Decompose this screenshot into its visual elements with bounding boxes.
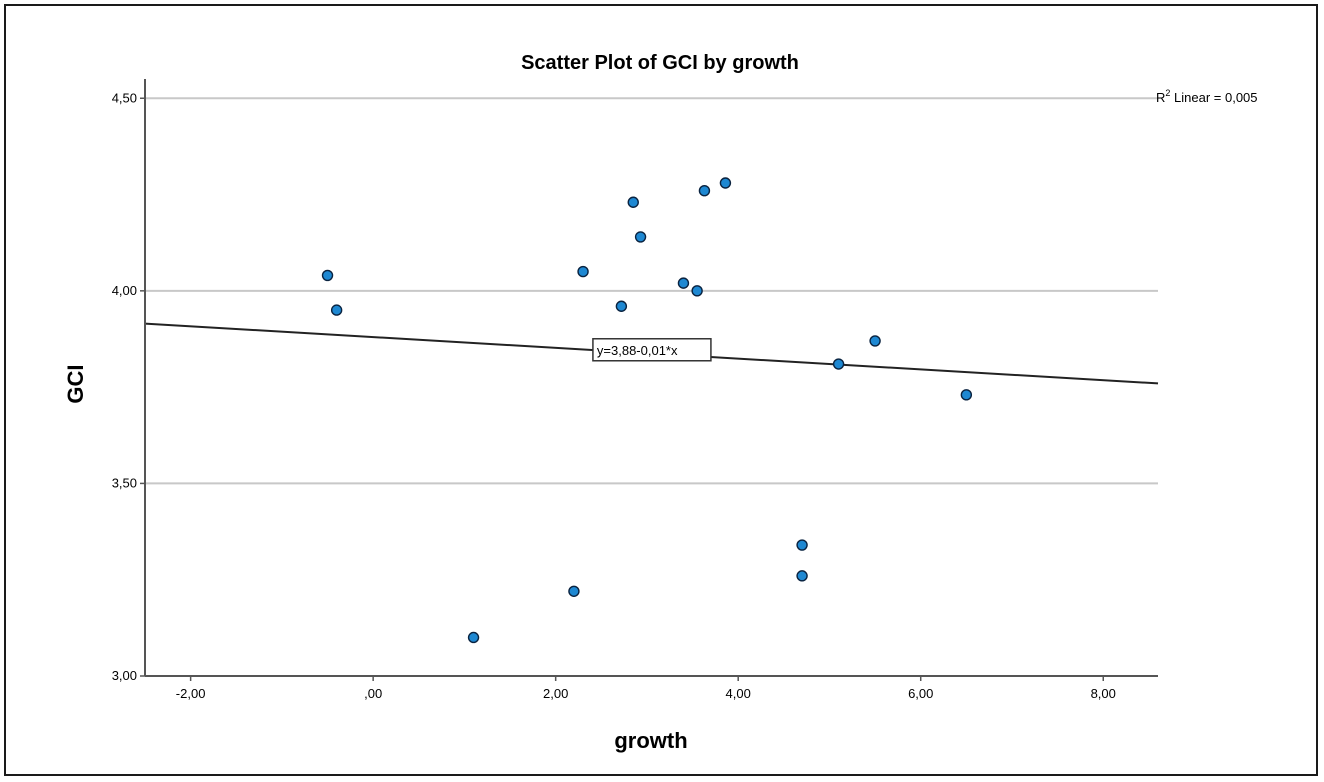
fit-equation-label: y=3,88-0,01*x <box>597 343 678 358</box>
data-point <box>869 335 881 347</box>
point-layer <box>321 177 973 644</box>
x-tick-label: ,00 <box>364 686 382 701</box>
data-point <box>615 300 628 312</box>
fit-equation-box: y=3,88-0,01*x <box>592 338 712 362</box>
data-point <box>796 539 808 551</box>
data-point <box>634 231 647 243</box>
x-axis-label: growth <box>614 728 687 753</box>
fit-equation-frame <box>592 338 712 362</box>
r-squared-superscript: 2 <box>1165 88 1170 98</box>
y-tick-label: 4,50 <box>112 90 137 105</box>
data-point <box>691 285 703 297</box>
chart-title: Scatter Plot of GCI by growth <box>521 52 799 74</box>
data-point <box>698 184 711 197</box>
x-tick-label: -2,00 <box>176 686 206 701</box>
data-point <box>577 265 589 278</box>
chart-frame <box>4 4 1318 776</box>
data-point <box>677 277 690 289</box>
y-axis-label: GCI <box>63 364 88 403</box>
x-tick-label: 4,00 <box>726 686 751 701</box>
r-squared-suffix: Linear = 0,005 <box>1170 90 1257 105</box>
data-point <box>321 269 334 282</box>
data-point <box>719 177 732 189</box>
x-tick-label: 8,00 <box>1091 686 1116 701</box>
x-tick-layer: -2,00 ,00 2,00 4,00 6,00 8,00 <box>176 676 1116 701</box>
x-tick-label: 2,00 <box>543 686 568 701</box>
x-tick-label: 6,00 <box>908 686 933 701</box>
r-squared-prefix: R <box>1156 90 1165 105</box>
data-point <box>960 389 973 401</box>
axis-layer <box>144 79 1158 677</box>
r-squared-label: R2 Linear = 0,005 <box>1156 88 1258 105</box>
data-point <box>796 570 808 582</box>
data-point <box>627 196 639 208</box>
data-point <box>467 631 480 644</box>
y-tick-label: 4,00 <box>112 283 137 298</box>
grid-layer <box>145 97 1158 485</box>
data-point <box>568 585 580 597</box>
y-tick-layer: 3,00 3,50 4,00 4,50 <box>112 90 145 683</box>
y-tick-label: 3,00 <box>112 668 137 683</box>
y-tick-label: 3,50 <box>112 475 137 490</box>
data-point <box>832 358 845 370</box>
data-point <box>330 304 343 316</box>
